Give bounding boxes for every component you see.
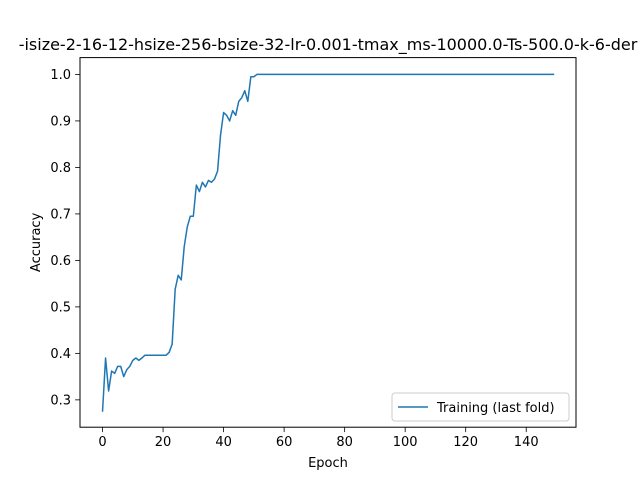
series-line-0 [101, 73, 555, 412]
y-tick-label: 1.0 [50, 68, 71, 83]
plot-area [80, 57, 576, 428]
y-axis-ticks: 0.3 0.4 0.5 0.6 0.7 0.8 0.9 1.0 [50, 68, 80, 408]
x-tick-label: 100 [393, 435, 418, 450]
x-tick-label: 80 [336, 435, 353, 450]
legend: Training (last fold) [391, 392, 570, 422]
legend-box [391, 392, 570, 422]
y-tick-label: 0.8 [50, 161, 71, 176]
y-tick-label: 0.7 [50, 207, 71, 222]
axes-frame [79, 57, 577, 428]
x-tick-label: 20 [155, 435, 172, 450]
legend-label: Training (last fold) [436, 401, 555, 416]
chart-title: -isize-2-16-12-hsize-256-bsize-32-lr-0.0… [19, 35, 638, 55]
y-axis-label: Accuracy [29, 212, 44, 272]
x-tick-label: 60 [276, 435, 293, 450]
y-tick-label: 0.4 [50, 347, 71, 362]
y-tick-label: 0.3 [50, 393, 71, 408]
x-tick-label: 0 [98, 435, 106, 450]
x-tick-label: 40 [215, 435, 232, 450]
y-tick-label: 0.9 [50, 114, 71, 129]
y-tick-label: 0.6 [50, 254, 71, 269]
x-tick-label: 140 [514, 435, 539, 450]
y-tick-label: 0.5 [50, 300, 71, 315]
series-layer [101, 73, 555, 412]
x-tick-label: 120 [453, 435, 478, 450]
x-axis-label: Epoch [308, 456, 348, 471]
x-axis-ticks: 0 20 40 60 80 100 120 140 [98, 427, 539, 450]
